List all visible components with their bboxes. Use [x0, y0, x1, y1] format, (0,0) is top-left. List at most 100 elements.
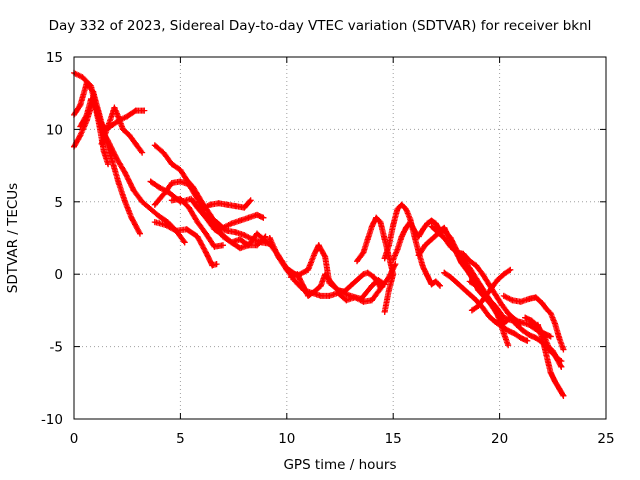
data-point	[194, 204, 201, 211]
data-point	[485, 281, 492, 288]
series-sat-a	[71, 97, 188, 246]
data-point	[390, 221, 397, 228]
data-point	[483, 294, 490, 301]
data-point	[247, 197, 254, 204]
data-point	[213, 261, 220, 268]
chart-title: Day 332 of 2023, Sidereal Day-to-day VTE…	[48, 18, 592, 34]
data-point	[428, 236, 435, 243]
data-point	[177, 178, 184, 185]
data-point	[305, 292, 312, 299]
data-point	[447, 274, 454, 281]
x-tick-label: 0	[70, 431, 79, 447]
data-point	[517, 334, 524, 341]
data-point	[434, 229, 441, 236]
data-point	[505, 327, 512, 334]
y-tick-label: 5	[54, 195, 63, 211]
data-point	[354, 276, 361, 283]
data-point	[428, 281, 435, 288]
data-point	[83, 111, 90, 118]
data-point	[232, 203, 239, 210]
data-point	[560, 392, 567, 399]
data-point	[147, 206, 154, 213]
data-point	[254, 230, 261, 237]
data-point	[236, 217, 243, 224]
series-sat-n	[288, 269, 384, 299]
data-point	[173, 227, 180, 234]
data-point	[215, 200, 222, 207]
data-point	[245, 214, 252, 221]
data-point	[311, 250, 318, 257]
data-point	[166, 190, 173, 197]
data-point	[447, 243, 454, 250]
data-point	[415, 252, 422, 259]
data-point	[441, 227, 448, 234]
data-point	[520, 327, 527, 334]
series-sat-j	[168, 195, 226, 250]
data-point	[128, 214, 135, 221]
data-point	[168, 161, 175, 168]
series-sat-c	[71, 69, 112, 168]
data-series	[71, 69, 567, 399]
x-tick-label: 5	[176, 431, 185, 447]
data-point	[168, 179, 175, 186]
data-point	[432, 220, 439, 227]
data-point	[441, 269, 448, 276]
data-point	[77, 132, 84, 139]
data-point	[294, 271, 301, 278]
data-point	[551, 378, 558, 385]
series-markers	[71, 97, 188, 246]
data-point	[245, 242, 252, 249]
data-point	[498, 301, 505, 308]
data-point	[402, 224, 409, 231]
data-point	[209, 262, 216, 269]
data-point	[322, 253, 329, 260]
data-point	[96, 117, 103, 124]
data-point	[185, 181, 192, 188]
data-point	[381, 308, 388, 315]
data-point	[419, 226, 426, 233]
data-point	[466, 291, 473, 298]
data-point	[194, 233, 201, 240]
data-point	[119, 126, 126, 133]
data-point	[113, 155, 120, 162]
data-point	[556, 385, 563, 392]
data-point	[368, 223, 375, 230]
data-point	[241, 204, 248, 211]
series-sat-e	[98, 104, 146, 156]
data-point	[500, 314, 507, 321]
data-point	[368, 297, 375, 304]
data-point	[381, 255, 388, 262]
y-tick-label: -5	[50, 340, 63, 356]
data-point	[547, 310, 554, 317]
data-point	[207, 201, 214, 208]
data-point	[122, 169, 129, 176]
data-point	[407, 219, 414, 226]
data-point	[460, 256, 467, 263]
data-point	[326, 292, 333, 299]
data-point	[151, 142, 158, 149]
data-point	[224, 227, 231, 234]
data-point	[311, 288, 318, 295]
data-point	[492, 291, 499, 298]
data-point	[473, 262, 480, 269]
series-sat-t	[441, 269, 531, 344]
data-point	[139, 149, 146, 156]
data-point	[419, 263, 426, 270]
y-tick-label: -10	[41, 412, 63, 428]
data-point	[136, 230, 143, 237]
data-point	[177, 195, 184, 202]
data-point	[543, 352, 550, 359]
data-point	[385, 287, 392, 294]
data-point	[441, 235, 448, 241]
data-point	[424, 272, 431, 279]
data-point	[341, 288, 348, 295]
data-point	[228, 220, 235, 227]
data-point	[181, 239, 188, 246]
data-point	[141, 107, 148, 114]
series-markers	[151, 142, 388, 302]
data-point	[424, 220, 431, 227]
data-point	[236, 245, 243, 252]
data-point	[79, 74, 86, 81]
data-point	[211, 243, 218, 250]
